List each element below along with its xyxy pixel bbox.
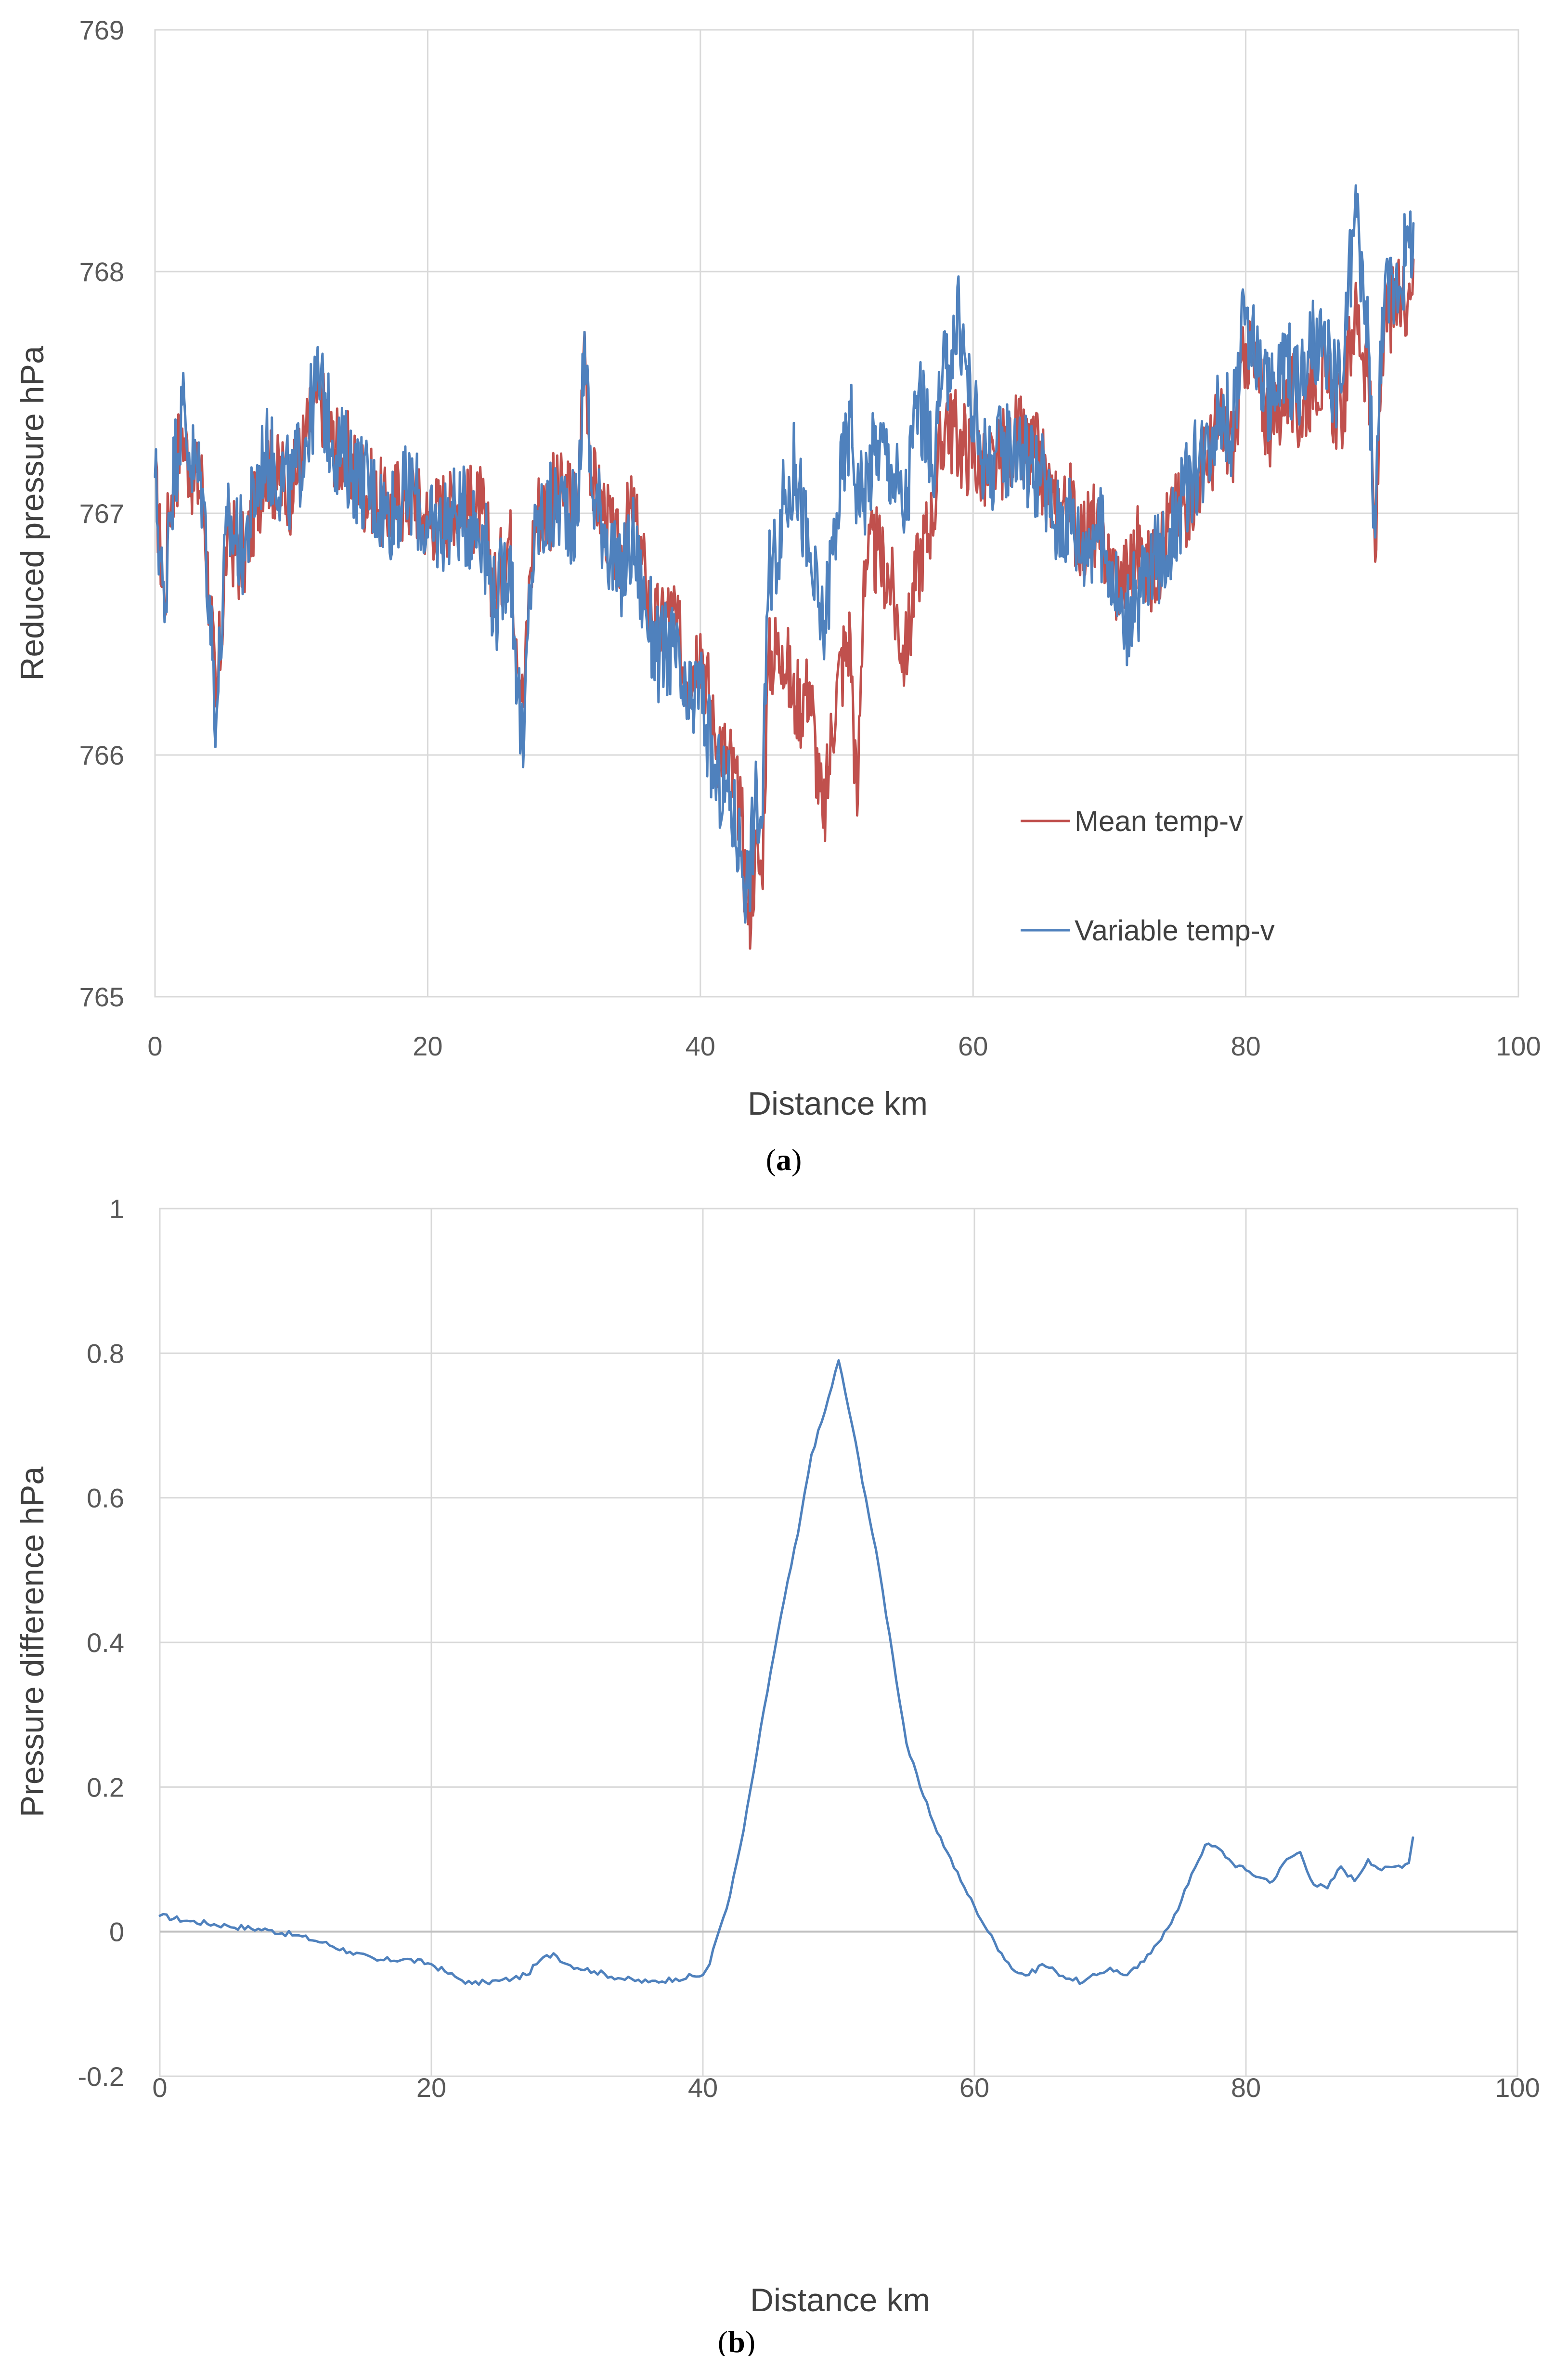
- y-tick-label: 0.4: [87, 1627, 124, 1658]
- x-tick-label: 20: [413, 1031, 442, 1061]
- panel-a-x-axis-title: Distance km: [748, 1085, 928, 1122]
- x-tick-label: 60: [958, 1031, 988, 1061]
- panel-a-legend: Mean temp-v Variable temp-v: [1021, 805, 1275, 947]
- y-tick-label: 767: [79, 498, 124, 529]
- x-tick-label: 20: [416, 2072, 446, 2103]
- panel-a-chart: 765 766 767 768 769 0 20 40 60 80 100 Distance km…: [14, 15, 1541, 1177]
- panel-a-y-tick-labels: 765 766 767 768 769: [79, 15, 124, 1012]
- x-tick-label: 0: [152, 2072, 167, 2103]
- x-tick-label: 80: [1231, 1031, 1260, 1061]
- y-tick-label: 0.6: [87, 1483, 124, 1513]
- panel-a-caption: (a): [766, 1143, 802, 1177]
- series-line-pressure-difference: [158, 1359, 1414, 1986]
- legend-mean-label: Mean temp-v: [1075, 805, 1243, 837]
- y-tick-label: 1: [109, 1194, 124, 1224]
- x-tick-label: 80: [1231, 2072, 1261, 2103]
- x-tick-label: 100: [1496, 1031, 1541, 1061]
- x-tick-label: 0: [147, 1031, 162, 1061]
- panel-b-series-group: [158, 1359, 1414, 1986]
- x-tick-label: 40: [686, 1031, 715, 1061]
- y-tick-label: 0.2: [87, 1772, 124, 1802]
- panel-a-y-axis-title: Reduced pressure hPa: [14, 346, 51, 681]
- panel-b-caption-letter: b: [728, 2325, 745, 2356]
- panel-b-x-axis-title: Distance km: [750, 2282, 930, 2318]
- x-tick-label: 60: [959, 2072, 989, 2103]
- panel-a-caption-letter: a: [776, 1143, 791, 1177]
- panel-b-caption: (b): [718, 2325, 755, 2356]
- panel-b-y-axis-title: Pressure difference hPa: [14, 1467, 51, 1817]
- legend-variable-label: Variable temp-v: [1075, 914, 1275, 947]
- y-tick-label: -0.2: [78, 2061, 125, 2092]
- y-tick-label: 769: [79, 15, 124, 45]
- y-tick-label: 765: [79, 982, 124, 1012]
- series-line-mean-temp-v: [154, 258, 1415, 950]
- x-tick-label: 100: [1495, 2072, 1540, 2103]
- y-tick-label: 768: [79, 257, 124, 287]
- panel-a-series-group: [154, 184, 1415, 950]
- y-tick-label: 0: [109, 1917, 124, 1947]
- panel-b-chart: -0.2 0 0.2 0.4 0.6 0.8 1 0 20 40 60 80 100 Distance…: [14, 1194, 1540, 2356]
- panel-a-x-tick-labels: 0 20 40 60 80 100: [147, 1031, 1541, 1061]
- y-tick-label: 766: [79, 740, 124, 770]
- x-tick-label: 40: [688, 2072, 718, 2103]
- y-tick-label: 0.8: [87, 1338, 124, 1368]
- panel-b-y-tick-labels: -0.2 0 0.2 0.4 0.6 0.8 1: [78, 1194, 125, 2092]
- panel-b-gridlines: [159, 1208, 1518, 2077]
- panel-b-x-tick-labels: 0 20 40 60 80 100: [152, 2072, 1540, 2103]
- series-line-variable-temp-v: [154, 184, 1415, 924]
